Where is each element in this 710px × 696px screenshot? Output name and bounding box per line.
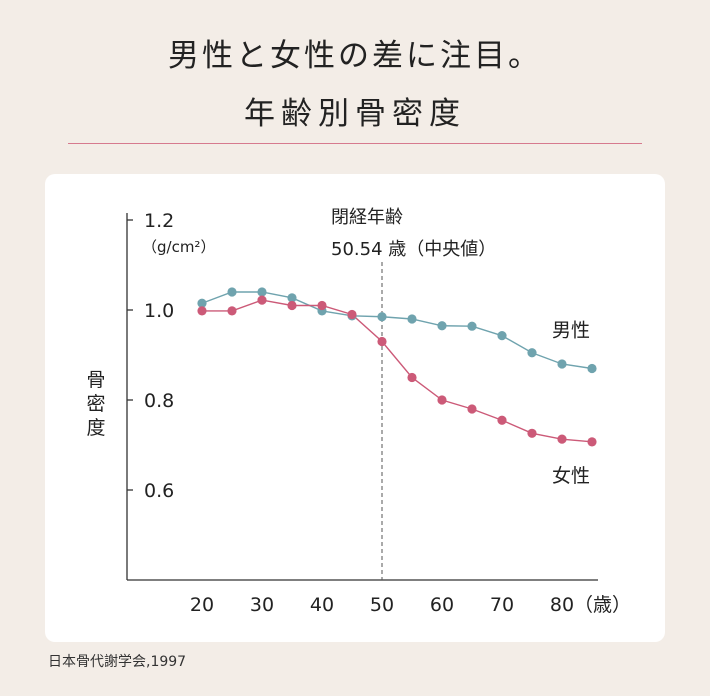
data-point-female — [317, 300, 327, 311]
data-point-male — [407, 314, 417, 324]
data-point-female — [347, 309, 357, 320]
annotation-value: 50.54 歳（中央値） — [331, 239, 496, 260]
data-point-male — [527, 348, 537, 358]
chart-title: 年齢別骨密度 — [244, 96, 466, 132]
y-tick-label: 0.8 — [144, 390, 174, 412]
data-point-male — [227, 287, 237, 297]
x-tick-label: 40 — [310, 594, 334, 616]
data-point-female — [227, 306, 237, 316]
y-tick-label: 1.0 — [144, 300, 174, 322]
x-tick-label: 70 — [490, 594, 514, 616]
annotation-title: 閉経年齢 — [331, 207, 403, 228]
data-point-female — [587, 437, 597, 447]
data-point-female — [497, 415, 507, 425]
series-points — [197, 287, 597, 447]
x-tick-label: 20 — [190, 594, 214, 616]
data-point-male — [467, 321, 477, 331]
chart-card — [45, 174, 665, 642]
series-line-female — [202, 299, 593, 443]
data-point-female — [527, 428, 537, 438]
data-point-male — [557, 359, 567, 369]
data-point-male — [497, 331, 507, 341]
series-label-female: 女性 — [552, 465, 590, 487]
x-tick-label: 60 — [430, 594, 454, 616]
y-axis-label: 骨密度 — [86, 369, 105, 439]
series-label-male: 男性 — [552, 320, 590, 342]
source-note: 日本骨代謝学会,1997 — [48, 654, 187, 670]
headline: 男性と女性の差に注目。 — [168, 38, 542, 74]
data-point-female — [557, 434, 567, 444]
data-point-female — [257, 295, 267, 305]
y-tick-label: 1.2 — [144, 210, 174, 232]
x-unit-label: （歳） — [574, 594, 631, 616]
data-point-male — [257, 287, 267, 297]
y-tick-label: 0.6 — [144, 480, 174, 502]
data-point-female — [287, 300, 297, 311]
data-point-female — [197, 306, 207, 316]
x-tick-label: 50 — [370, 594, 394, 616]
title-divider — [68, 143, 642, 144]
series-line-male — [201, 291, 593, 370]
data-point-female — [467, 404, 477, 414]
data-point-male — [287, 293, 297, 303]
x-tick-label: 30 — [250, 594, 274, 616]
menopause-annotation: 閉経年齢 50.54 歳（中央値） — [331, 207, 496, 580]
axes: 1.2 1.0 0.8 0.6 （g/cm²） 骨密度 20 30 40 50 60 70 80 （歳） — [86, 210, 631, 616]
data-point-male — [197, 298, 207, 308]
y-unit-label: （g/cm²） — [142, 238, 215, 256]
data-point-male — [437, 321, 447, 331]
data-point-female — [437, 395, 447, 405]
data-point-female — [377, 336, 387, 347]
data-point-male — [587, 363, 597, 374]
series-lines — [201, 291, 593, 443]
data-point-female — [407, 372, 417, 383]
x-tick-label: 80 — [550, 594, 574, 616]
data-point-male — [377, 312, 387, 322]
